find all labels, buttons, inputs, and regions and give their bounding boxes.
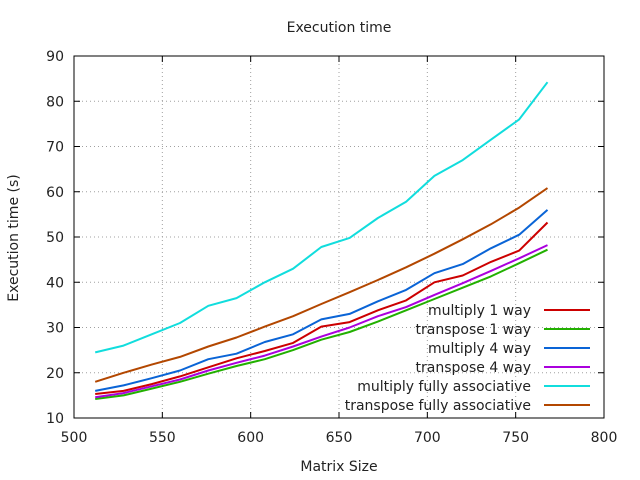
y-tick-label: 90 — [46, 49, 64, 65]
chart-title: Execution time — [287, 20, 392, 36]
x-axis-label: Matrix Size — [300, 459, 377, 475]
axis-ticks: 500 550 600 650 700 750 800 10 20 30 40 50 60 70 80 90 — [46, 49, 617, 446]
x-tick-label: 600 — [237, 430, 264, 446]
y-tick-label: 60 — [46, 185, 64, 201]
series-line-2 — [95, 248, 548, 400]
y-tick-label: 10 — [46, 411, 64, 427]
series-line-6 — [94, 187, 549, 383]
x-tick-label: 800 — [591, 430, 618, 446]
plot-frame — [73, 55, 605, 419]
y-tick-label: 40 — [46, 275, 64, 291]
y-tick-label: 30 — [46, 321, 64, 337]
y-tick-label: 50 — [46, 230, 64, 246]
y-axis-label: Execution time (s) — [6, 174, 22, 301]
y-tick-label: 70 — [46, 140, 64, 156]
series-line-3 — [95, 209, 549, 392]
legend: multiply 1 way transpose 1 way multiply 4 … — [345, 303, 590, 414]
legend-label: multiply 4 way — [428, 341, 531, 357]
x-tick-label: 750 — [502, 430, 529, 446]
series-lines — [94, 81, 549, 400]
legend-label: transpose 4 way — [416, 360, 531, 376]
series-line-5 — [94, 81, 549, 354]
series-line-1 — [95, 221, 549, 395]
y-tick-label: 80 — [46, 94, 64, 110]
x-tick-label: 700 — [414, 430, 441, 446]
y-tick-label: 20 — [46, 366, 64, 382]
x-tick-label: 650 — [326, 430, 353, 446]
x-tick-label: 500 — [61, 430, 88, 446]
series-line-4 — [95, 244, 548, 399]
legend-label: multiply fully associative — [357, 379, 531, 395]
x-tick-label: 550 — [149, 430, 176, 446]
legend-label: transpose 1 way — [416, 322, 531, 338]
legend-label: multiply 1 way — [428, 303, 531, 319]
legend-label: transpose fully associative — [345, 398, 531, 414]
